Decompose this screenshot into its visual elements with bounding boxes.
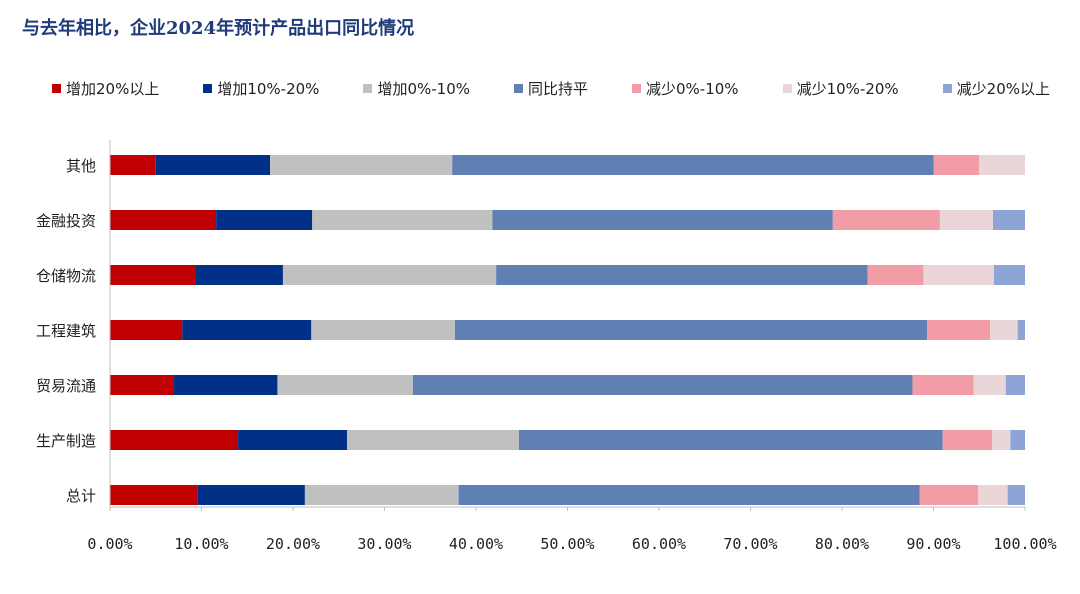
bar-segment <box>923 265 994 285</box>
bar-segment <box>277 375 413 395</box>
legend-swatch <box>363 84 373 93</box>
bar-segment <box>182 320 312 340</box>
legend-item-6: 减少20%以上 <box>942 78 1051 99</box>
bar-segment <box>492 210 833 230</box>
legend-label: 减少10%-20% <box>796 80 899 98</box>
bar-segment <box>304 485 459 505</box>
x-tick-label: 10.00% <box>174 535 228 553</box>
legend-item-4: 减少0%-10% <box>632 78 739 99</box>
bar-segment <box>933 155 980 175</box>
bar-segment <box>458 485 920 505</box>
bar-segment <box>978 485 1008 505</box>
bar-segment <box>993 265 1025 285</box>
bar-segment <box>110 485 198 505</box>
bar-segment <box>196 265 283 285</box>
bar-segment <box>312 210 493 230</box>
bar-segment <box>270 155 453 175</box>
bar-segment <box>155 155 271 175</box>
bar-segment <box>1007 485 1025 505</box>
bar-segment <box>110 375 175 395</box>
legend-item-5: 减少10%-20% <box>782 78 899 99</box>
legend-swatch <box>203 84 213 93</box>
bar-segment <box>1017 320 1025 340</box>
bar-segment <box>912 375 974 395</box>
legend-label: 增加20%以上 <box>66 80 160 98</box>
bar-segment <box>110 210 217 230</box>
x-tick-label: 100.00% <box>993 535 1056 553</box>
legend-label: 同比持平 <box>528 80 589 98</box>
bar-segment <box>346 430 520 450</box>
bar-segment <box>110 320 183 340</box>
bar-segment <box>942 430 993 450</box>
x-tick-label: 90.00% <box>906 535 960 553</box>
legend-swatch <box>632 84 642 93</box>
category-label: 总计 <box>66 487 96 505</box>
bar-segment <box>939 210 993 230</box>
x-tick-label: 0.00% <box>87 535 132 553</box>
bar-segment <box>282 265 497 285</box>
category-label: 工程建筑 <box>36 322 96 340</box>
legend-swatch <box>52 84 61 93</box>
bar-segment <box>452 155 934 175</box>
category-label: 金融投资 <box>36 212 96 230</box>
bar-segment <box>216 210 313 230</box>
bar-segment <box>238 430 347 450</box>
x-tick-label: 70.00% <box>723 535 777 553</box>
bar-segment <box>110 430 239 450</box>
bar-segment <box>311 320 455 340</box>
bar-segment <box>110 265 197 285</box>
legend-swatch <box>942 84 952 93</box>
category-label: 生产制造 <box>36 432 96 450</box>
x-tick-label: 50.00% <box>540 535 594 553</box>
x-tick-label: 60.00% <box>632 535 686 553</box>
legend-label: 减少0%-10% <box>646 80 739 98</box>
x-tick-label: 20.00% <box>266 535 320 553</box>
bar-segment <box>992 430 1011 450</box>
legend-label: 增加10%-20% <box>217 80 320 98</box>
chart-legend: 增加20%以上 增加10%-20% 增加0%-10% 同比持平 减少0%-10% 减少10… <box>52 78 1080 99</box>
category-label: 仓储物流 <box>36 267 96 285</box>
legend-swatch <box>782 84 792 93</box>
bar-segment <box>519 430 943 450</box>
legend-item-3: 同比持平 <box>514 78 588 99</box>
bar-segment <box>110 155 156 175</box>
bar-segment <box>992 210 1025 230</box>
bar-segment <box>979 155 1025 175</box>
bar-segment <box>454 320 928 340</box>
legend-item-1: 增加10%-20% <box>203 78 319 99</box>
legend-item-2: 增加0%-10% <box>363 78 470 99</box>
chart-title: 与去年相比，企业2024年预计产品出口同比情况 <box>22 18 415 39</box>
bar-segment <box>1010 430 1025 450</box>
x-tick-label: 40.00% <box>449 535 503 553</box>
bar-segment <box>412 375 913 395</box>
bar-segment <box>919 485 979 505</box>
category-label: 贸易流通 <box>36 377 96 395</box>
bar-segment <box>1005 375 1025 395</box>
x-tick-label: 80.00% <box>815 535 869 553</box>
bar-segment <box>927 320 991 340</box>
category-label: 其他 <box>66 157 96 175</box>
x-tick-label: 30.00% <box>357 535 411 553</box>
legend-label: 减少20%以上 <box>956 80 1051 98</box>
legend-item-0: 增加20%以上 <box>52 78 159 99</box>
legend-swatch <box>514 84 523 93</box>
bar-segment <box>867 265 924 285</box>
bar-segment <box>990 320 1018 340</box>
bar-segment <box>832 210 940 230</box>
bar-segment <box>973 375 1006 395</box>
legend-label: 增加0%-10% <box>377 80 470 98</box>
bar-segment <box>197 485 305 505</box>
bar-segment <box>496 265 868 285</box>
bar-segment <box>174 375 278 395</box>
